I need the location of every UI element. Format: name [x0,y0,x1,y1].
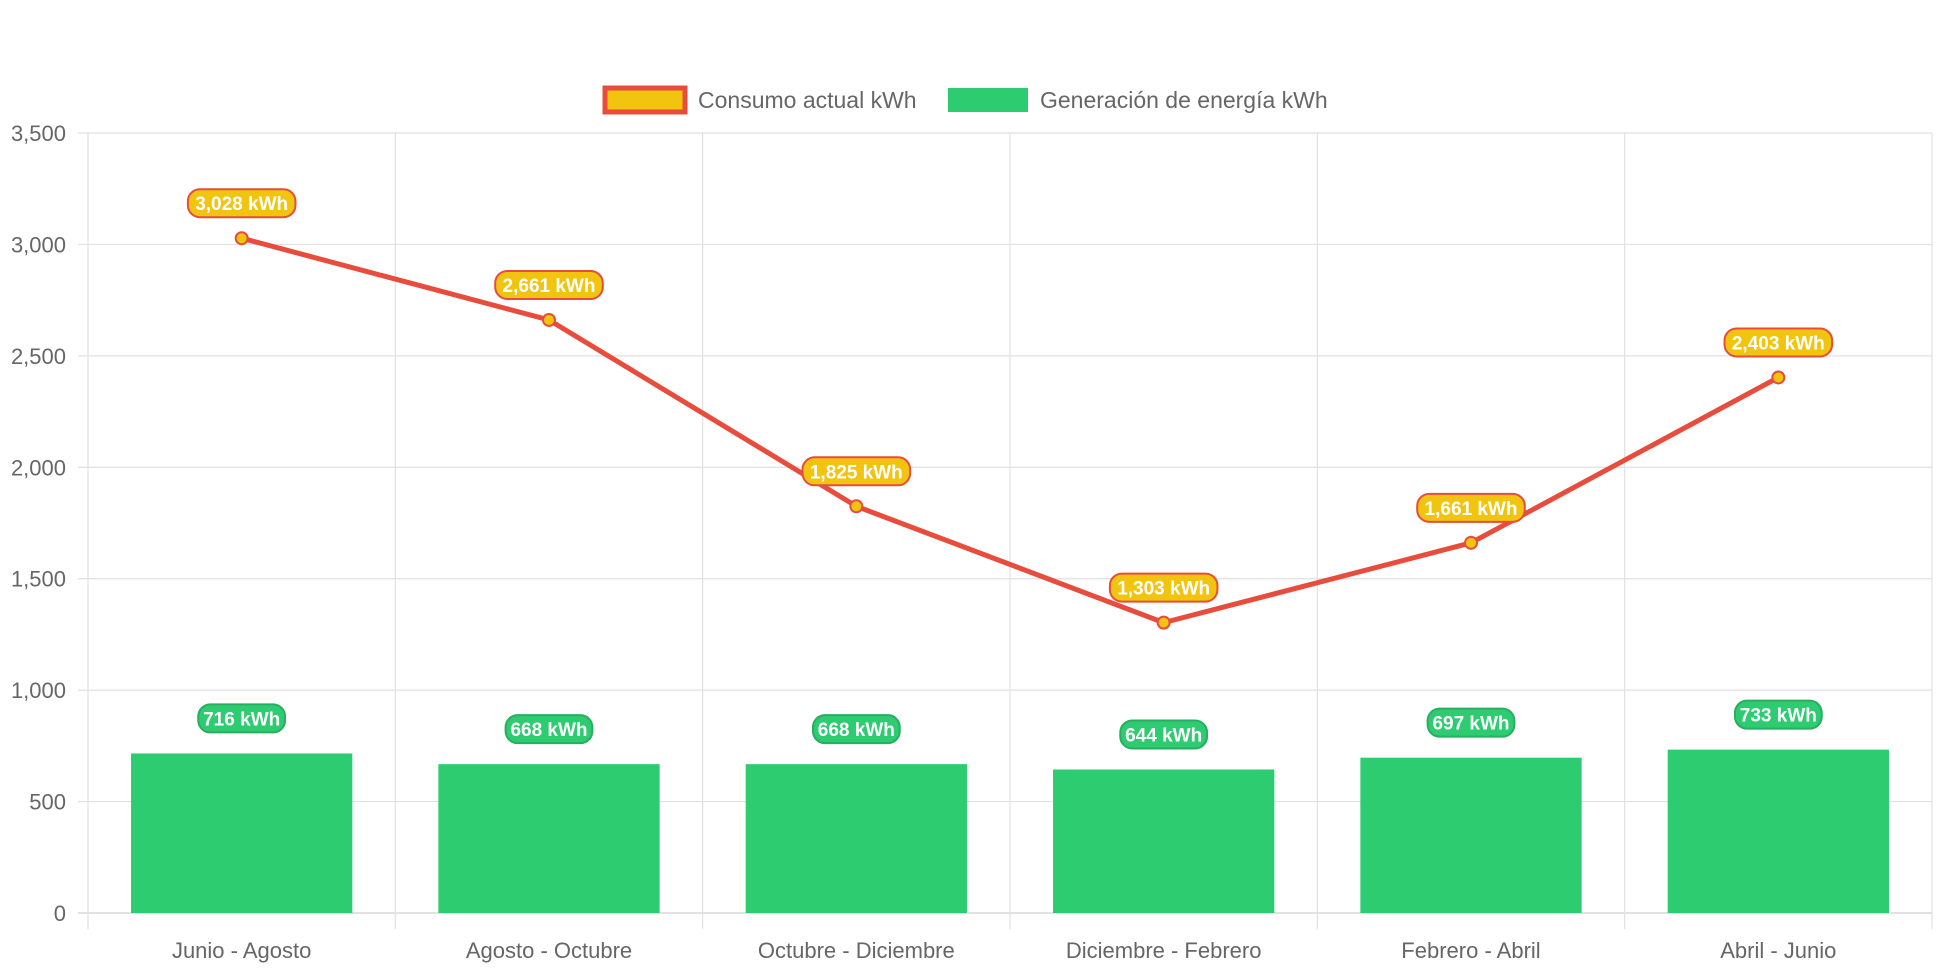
bar [1360,757,1582,913]
line-point [849,499,864,514]
line-value-label-bg [801,456,912,487]
data-labels: 716 kWh 668 kWh 668 kWh 644 kWh 697 kWh 733 k… [186,188,1834,750]
x-tick-label: Octubre - Diciembre [758,938,955,963]
bar-value-label-bg [1426,707,1516,738]
legend-swatch-consumo [602,85,688,115]
y-tick-label: 2,500 [11,344,66,369]
x-tick-label: Abril - Junio [1720,938,1836,963]
y-tick-label: 500 [29,790,66,815]
x-tick-label: Diciembre - Febrero [1066,938,1262,963]
bar-value-label: 697 kWh [1432,714,1509,735]
line-value-label: 1,661 kWh [1425,499,1518,520]
y-tick-label: 3,500 [11,121,66,146]
y-tick-label: 1,500 [11,567,66,592]
line-value-label-bg [1416,492,1526,523]
bar [745,764,967,913]
bar-value-label: 644 kWh [1125,725,1202,746]
bar-value-label-bg [504,714,594,745]
y-tick-label: 1,000 [11,678,66,703]
bar-value-label-bg [1119,719,1209,750]
x-tick-label: Junio - Agosto [172,938,311,963]
x-tick-label: Agosto - Octubre [466,938,632,963]
legend-label-consumo: Consumo actual kWh [698,87,917,113]
line-point [1771,370,1786,385]
y-tick-label: 2,000 [11,455,66,480]
line-value-label: 1,825 kWh [810,462,903,483]
grid-layer [78,132,1933,929]
line-point [1156,615,1171,630]
bar [1667,749,1889,913]
line-value-label-bg [186,188,297,219]
line-value-label-bg [1108,572,1219,603]
x-tick-label: Febrero - Abril [1401,938,1540,963]
bar [131,753,353,913]
line-value-label-bg [494,269,604,300]
line-value-label: 2,403 kWh [1732,333,1825,354]
legend: Consumo actual kWh Generación de energía … [602,85,1328,115]
line-value-label-bg [1723,327,1834,358]
bar [1053,769,1275,913]
line-value-label: 1,303 kWh [1117,579,1210,600]
bar-value-label-bg [197,703,287,734]
bar-value-label-bg [811,714,901,745]
line-point [234,231,249,246]
bar [438,764,660,913]
y-tick-label: 0 [54,901,66,926]
axis-labels: 0 500 1,000 1,500 2,000 2,500 3,000 3,500 Junio … [11,121,1836,963]
bar-value-label-bg [1733,699,1823,730]
line-point [1464,535,1478,550]
line-value-label: 3,028 kWh [195,194,288,215]
line-point [542,312,556,327]
bar-value-label: 668 kWh [818,720,895,741]
legend-label-generacion: Generación de energía kWh [1040,87,1328,113]
bar-value-label: 733 kWh [1740,706,1817,727]
bar-value-label: 668 kWh [510,720,587,741]
bar-value-label: 716 kWh [203,709,280,730]
line-value-label: 2,661 kWh [503,276,596,297]
legend-swatch-generacion [948,88,1028,112]
y-tick-label: 3,000 [11,232,66,257]
bar-series [131,749,1889,913]
